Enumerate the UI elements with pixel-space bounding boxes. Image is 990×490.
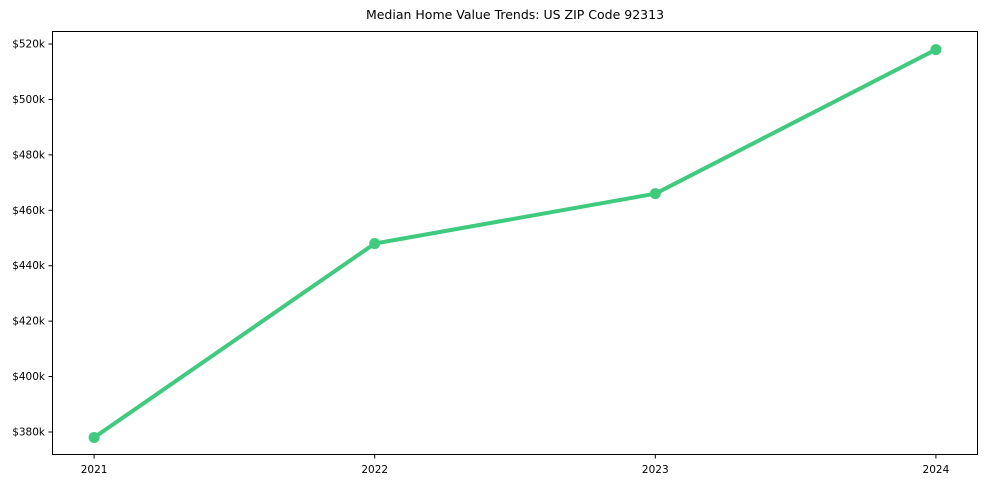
x-tick-label: 2024 xyxy=(923,464,950,476)
y-tick-label: $420k xyxy=(12,316,46,328)
y-tick-label: $440k xyxy=(12,260,46,272)
trend-line xyxy=(92,47,938,440)
data-point-marker xyxy=(369,238,381,250)
x-tick-label: 2021 xyxy=(81,464,108,476)
y-tick-label: $500k xyxy=(12,94,46,106)
data-point-marker xyxy=(649,188,661,200)
plot-frame xyxy=(52,31,978,455)
y-tick-label: $400k xyxy=(12,371,46,383)
y-tick-label: $380k xyxy=(12,426,46,438)
chart-title: Median Home Value Trends: US ZIP Code 92… xyxy=(365,7,665,22)
data-point-marker xyxy=(930,44,942,56)
data-point-marker xyxy=(88,432,100,444)
y-tick-label: $480k xyxy=(12,149,46,161)
y-tick-label: $460k xyxy=(12,205,46,217)
x-tick-label: 2022 xyxy=(361,464,388,476)
y-tick-label: $520k xyxy=(12,39,46,51)
x-tick-label: 2023 xyxy=(642,464,669,476)
